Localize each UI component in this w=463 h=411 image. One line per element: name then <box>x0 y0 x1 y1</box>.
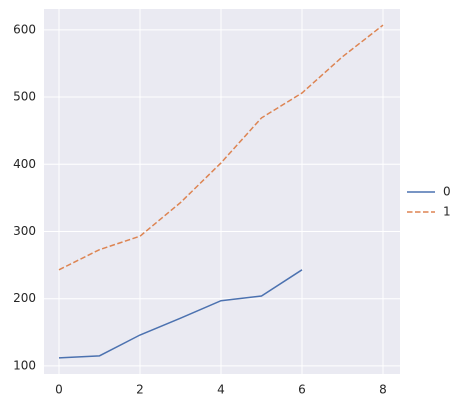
legend-label: 0 <box>443 185 451 199</box>
x-tick-label: 4 <box>217 383 225 397</box>
x-tick-label: 8 <box>379 383 387 397</box>
y-tick-label: 400 <box>13 157 36 171</box>
x-tick-label: 6 <box>298 383 306 397</box>
y-tick-label: 100 <box>13 358 36 372</box>
plot-area <box>44 9 400 374</box>
y-tick-label: 200 <box>13 291 36 305</box>
series-line <box>58 269 303 359</box>
y-tick-label: 600 <box>13 22 36 36</box>
x-tick-label: 2 <box>136 383 144 397</box>
y-tick-label: 300 <box>13 224 36 238</box>
legend-label: 1 <box>443 205 451 219</box>
x-tick-label: 0 <box>55 383 63 397</box>
series-line <box>58 24 384 271</box>
y-tick-label: 500 <box>13 90 36 104</box>
